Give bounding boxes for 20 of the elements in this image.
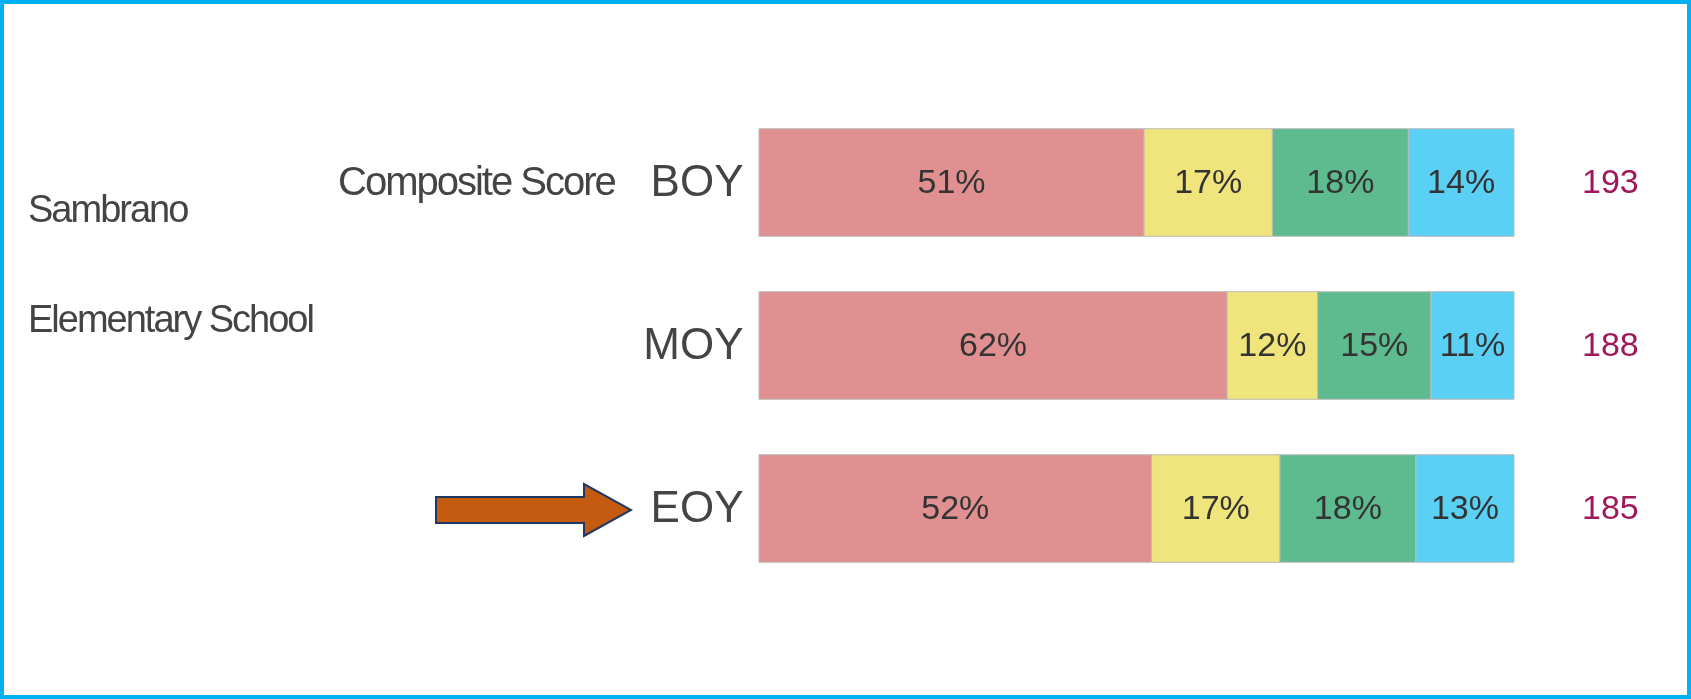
data-label: 52% xyxy=(921,487,990,526)
data-label: 18% xyxy=(1313,487,1382,526)
text: 188 xyxy=(1582,324,1639,363)
data-label: 13% xyxy=(1430,487,1499,526)
data-label: 14% xyxy=(1427,161,1496,200)
data-label: 17% xyxy=(1174,161,1243,200)
text: Composite Score xyxy=(338,158,615,205)
data-label: 11% xyxy=(1439,324,1506,363)
data-label: 17% xyxy=(1181,487,1250,526)
chart-title: Sambrano Elementary School xyxy=(28,188,313,340)
text: 185 xyxy=(1582,487,1639,526)
y-tick-label: BOY xyxy=(650,155,744,205)
text: 193 xyxy=(1582,161,1639,200)
data-label: 15% xyxy=(1340,324,1409,363)
data-label: 51% xyxy=(917,161,986,200)
y-tick-label: MOY xyxy=(643,318,744,368)
data-label: 12% xyxy=(1238,324,1307,363)
data-label: 62% xyxy=(959,324,1028,363)
y-tick-label: EOY xyxy=(650,481,744,531)
data-label: 18% xyxy=(1306,161,1375,200)
